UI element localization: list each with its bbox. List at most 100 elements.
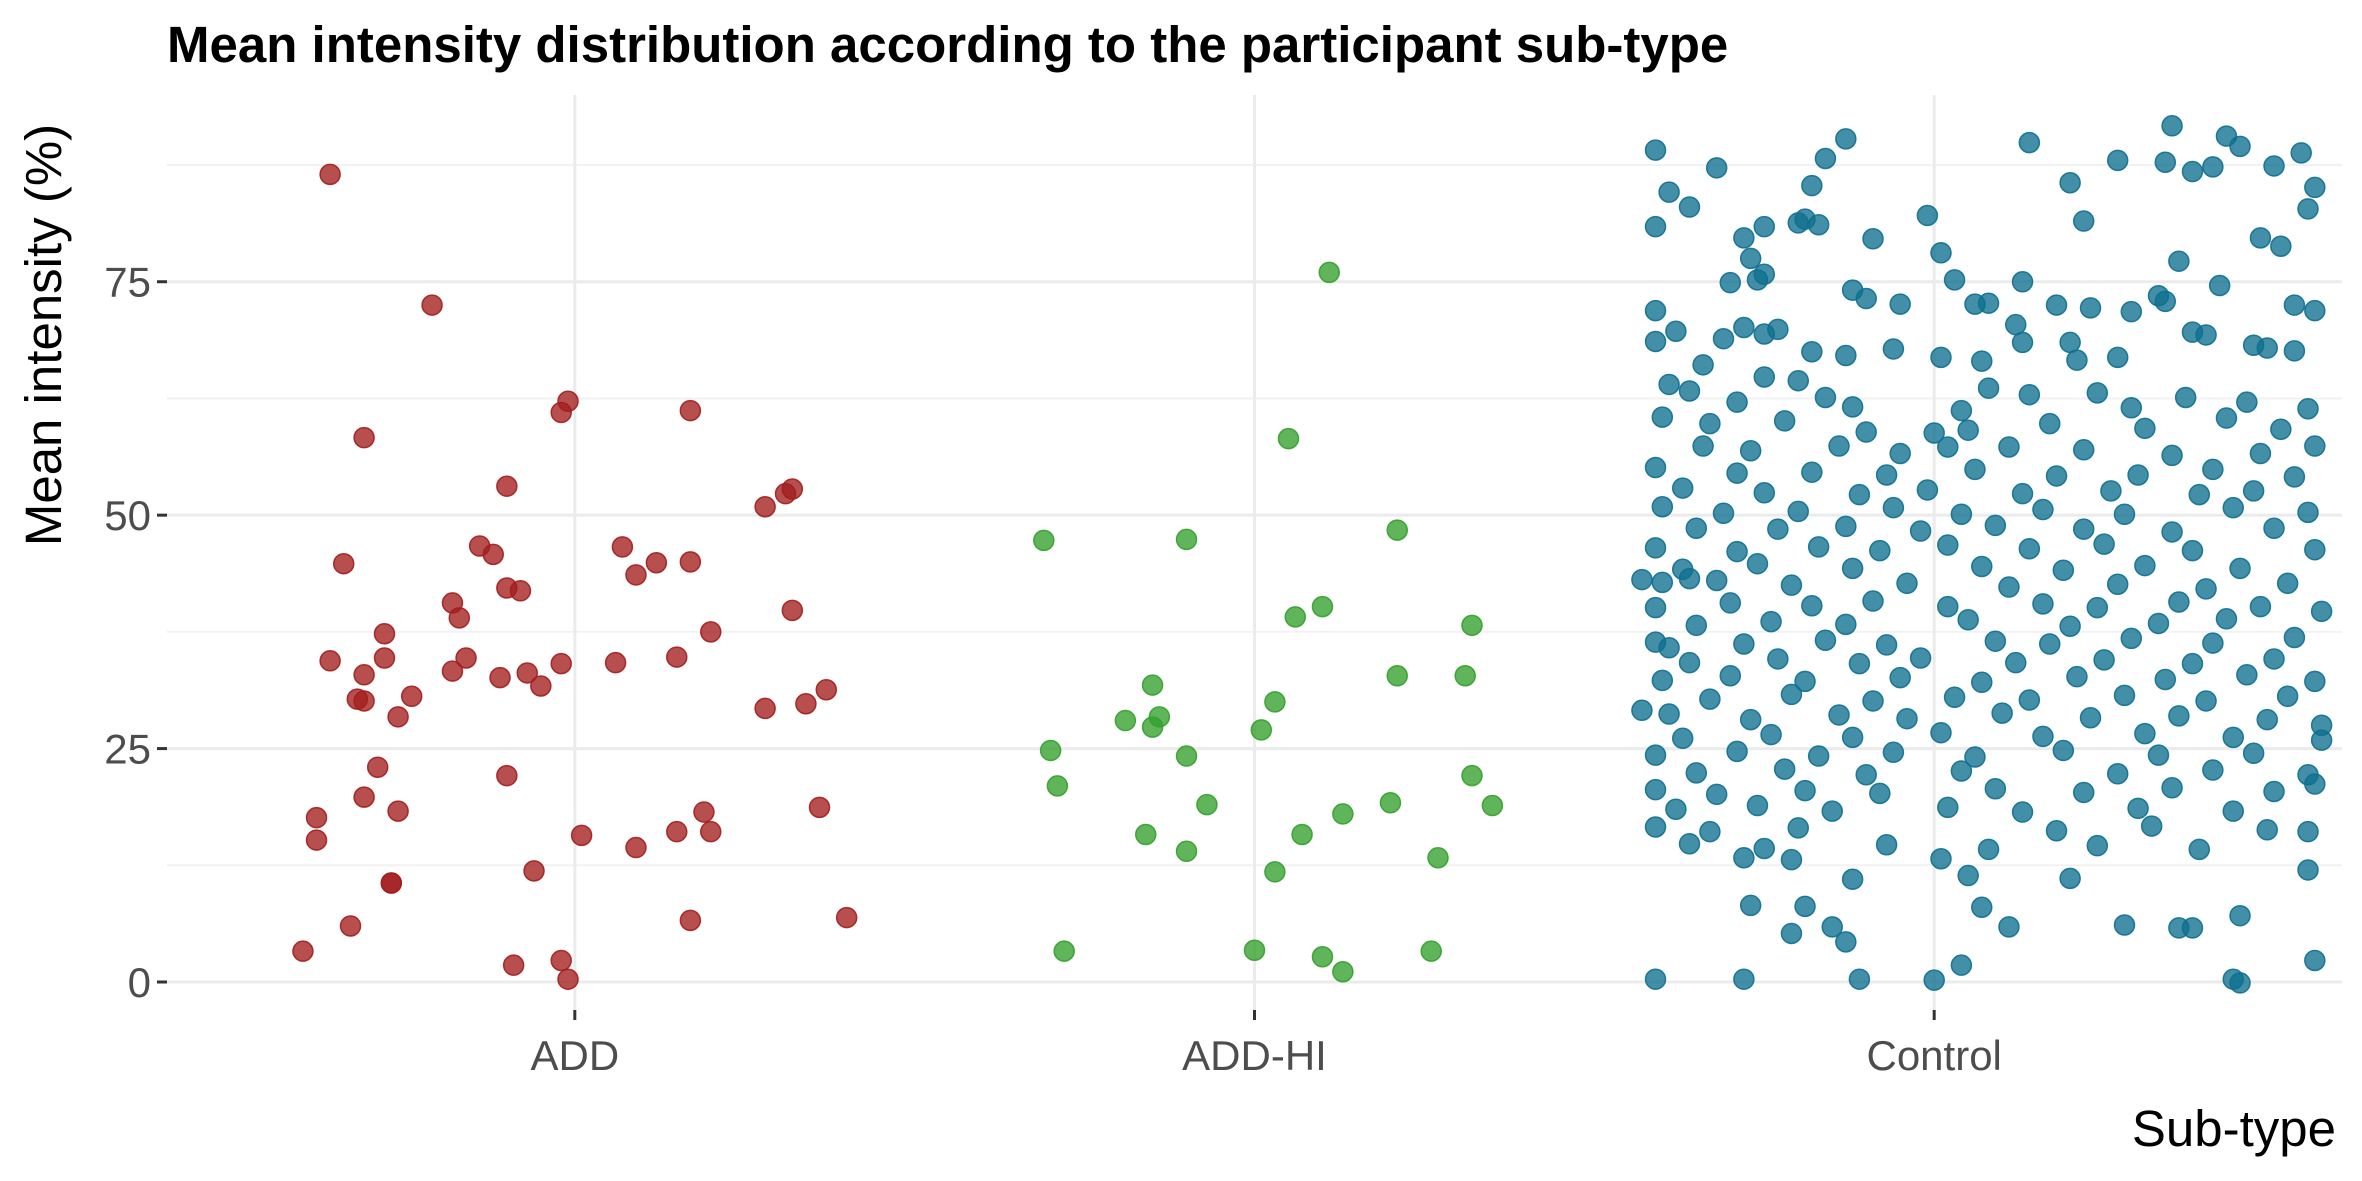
data-point	[1896, 707, 1918, 730]
data-point	[2181, 652, 2204, 675]
data-point	[1780, 848, 1803, 871]
data-point	[2072, 210, 2095, 232]
data-point	[2161, 521, 2183, 543]
data-point	[1671, 727, 1694, 750]
data-point	[1712, 502, 1735, 525]
data-point	[2242, 480, 2265, 502]
data-point	[1889, 666, 1911, 689]
data-point	[1454, 664, 1476, 687]
data-point	[1733, 316, 1755, 339]
data-point	[2059, 172, 2081, 194]
data-point	[1753, 366, 1776, 388]
data-point	[400, 685, 423, 708]
data-point	[1841, 396, 1864, 418]
data-point	[2032, 498, 2054, 521]
data-point	[1828, 704, 1850, 726]
data-point	[1937, 436, 1959, 458]
data-point	[1943, 686, 1966, 708]
data-point	[1923, 422, 1945, 444]
data-point	[2120, 397, 2143, 419]
data-point	[2276, 685, 2299, 708]
data-point	[1739, 439, 1762, 462]
data-point	[1719, 664, 1742, 687]
data-point	[2134, 722, 2156, 745]
data-point	[1733, 968, 1755, 990]
data-point	[305, 806, 328, 829]
data-point	[1033, 529, 1055, 552]
data-point	[1794, 670, 1816, 693]
data-point	[1869, 539, 1891, 562]
data-point	[1801, 174, 1823, 197]
data-point	[2011, 331, 2034, 354]
data-point	[1733, 633, 1755, 655]
data-point	[2093, 649, 2115, 671]
data-point	[1644, 537, 1667, 559]
data-point	[2120, 300, 2143, 323]
data-point	[1726, 540, 1748, 563]
data-point	[2059, 615, 2081, 638]
data-point	[339, 915, 362, 937]
data-point	[1753, 837, 1776, 860]
series-add-hi	[1033, 261, 1504, 983]
data-point	[2168, 705, 2190, 727]
data-point	[2113, 503, 2136, 525]
data-point	[1950, 954, 1973, 976]
data-point	[1971, 350, 1993, 372]
data-point	[1760, 610, 1782, 633]
data-point	[1631, 699, 1653, 722]
data-point	[1835, 613, 1857, 636]
data-point	[1135, 823, 1157, 846]
data-point	[448, 607, 471, 629]
data-point	[1841, 868, 1864, 891]
data-point	[1848, 652, 1871, 675]
data-point	[1862, 590, 1884, 612]
data-point	[1984, 777, 2007, 800]
data-point	[2242, 742, 2265, 764]
x-tick-label: ADD	[530, 1032, 619, 1079]
data-point	[700, 621, 722, 643]
y-tick-label: 0	[128, 959, 151, 1006]
data-point	[346, 688, 369, 710]
data-point	[1977, 838, 2000, 861]
data-point	[1651, 406, 1674, 428]
data-point	[2045, 465, 2068, 487]
data-point	[1780, 922, 1803, 945]
data-point	[2168, 591, 2190, 613]
data-point	[2113, 684, 2136, 707]
data-point	[1719, 271, 1742, 294]
series-control	[1631, 115, 2333, 994]
data-point	[1678, 651, 1701, 674]
y-tick-label: 25	[104, 726, 151, 773]
data-point	[319, 650, 341, 672]
data-point	[1739, 894, 1762, 917]
data-point	[1311, 595, 1334, 618]
data-point	[1753, 215, 1776, 238]
data-point	[1971, 555, 1993, 578]
data-point	[693, 801, 715, 823]
data-point	[1644, 456, 1667, 479]
data-point	[1964, 458, 1986, 481]
data-point	[1835, 344, 1857, 367]
data-point	[2283, 294, 2306, 316]
data-point	[2140, 815, 2163, 837]
data-point	[1685, 614, 1708, 637]
data-point	[2229, 904, 2251, 927]
data-point	[2154, 151, 2177, 173]
data-point	[2256, 819, 2278, 841]
data-point	[1773, 758, 1796, 780]
data-point	[2079, 707, 2102, 729]
data-point	[1651, 669, 1674, 692]
data-point	[1665, 320, 1687, 342]
data-point	[2229, 557, 2251, 580]
data-point	[1807, 214, 1830, 236]
data-point	[2045, 819, 2068, 842]
data-point	[1937, 796, 1959, 819]
data-point	[835, 906, 858, 929]
data-point	[1869, 782, 1891, 805]
data-point	[2100, 480, 2122, 502]
data-point	[2236, 664, 2258, 686]
data-point	[1950, 760, 1973, 782]
data-point	[570, 824, 593, 847]
data-point	[2222, 800, 2244, 822]
data-point	[1760, 723, 1782, 746]
